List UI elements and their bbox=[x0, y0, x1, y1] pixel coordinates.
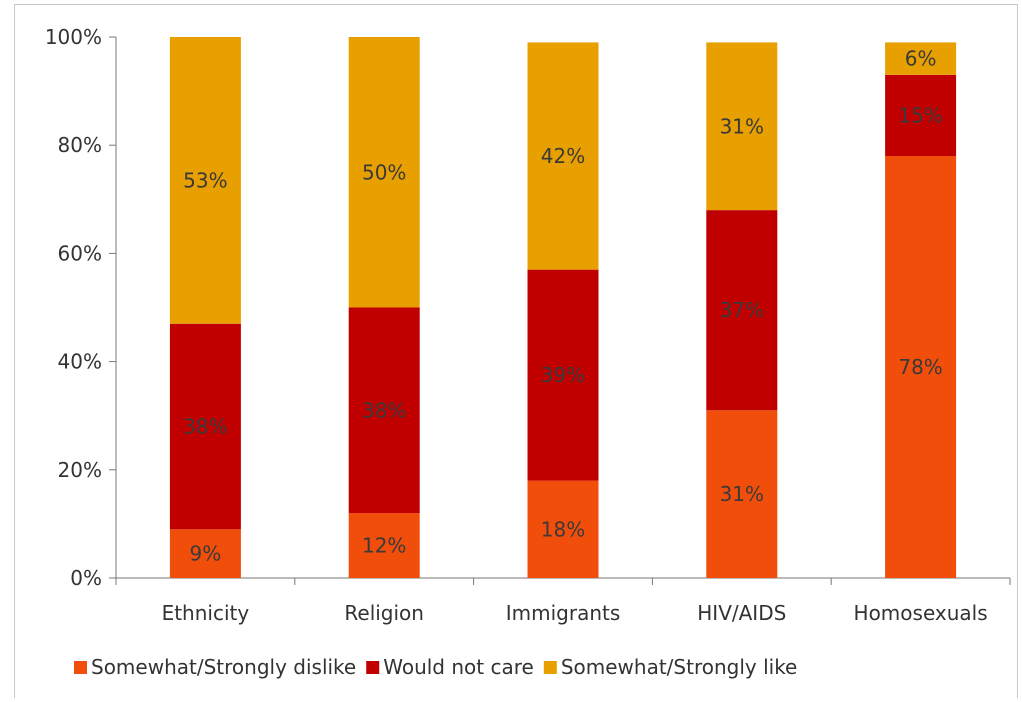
bar-segment bbox=[885, 156, 957, 578]
data-labels: 9% 38% 53% 12% 38% 50% 18% 39% 42% 31% 37% 31% 78% 15… bbox=[183, 47, 943, 566]
legend-swatch bbox=[74, 661, 87, 674]
legend-swatch bbox=[366, 661, 380, 674]
data-label: 37% bbox=[720, 298, 764, 322]
legend-label: Somewhat/Strongly dislike bbox=[91, 655, 356, 679]
bar-segment bbox=[348, 37, 420, 308]
data-label: 15% bbox=[898, 103, 942, 127]
chart-frame bbox=[14, 4, 1018, 698]
data-label: 42% bbox=[541, 144, 585, 168]
data-label: 53% bbox=[183, 168, 227, 192]
data-label: 31% bbox=[720, 114, 764, 138]
data-label: 38% bbox=[362, 398, 406, 422]
legend-label: Somewhat/Strongly like bbox=[561, 655, 798, 679]
data-label: 78% bbox=[898, 355, 942, 379]
x-tick-label: Ethnicity bbox=[162, 601, 250, 625]
legend: Somewhat/Strongly dislike Would not care S… bbox=[74, 655, 797, 679]
data-label: 38% bbox=[183, 415, 227, 439]
x-tick-label: Religion bbox=[344, 601, 424, 625]
bar-segment bbox=[885, 74, 957, 157]
bar-segment bbox=[348, 513, 420, 578]
bar-segment bbox=[706, 410, 778, 578]
legend-item: Somewhat/Strongly dislike bbox=[74, 655, 356, 679]
x-tick-label: Homosexuals bbox=[854, 601, 988, 625]
bar-segment bbox=[169, 323, 241, 530]
y-tick-label: 80% bbox=[58, 133, 102, 157]
axes: 0% 20% 40% 60% 80% 100% Ethnicity Religion Immig… bbox=[45, 25, 1011, 625]
x-tick-label: HIV/AIDS bbox=[697, 601, 786, 625]
y-tick-label: 20% bbox=[58, 458, 102, 482]
y-tick-label: 60% bbox=[58, 241, 102, 265]
data-label: 6% bbox=[905, 47, 937, 71]
legend-item: Somewhat/Strongly like bbox=[543, 655, 798, 679]
bar-segment bbox=[527, 269, 599, 481]
y-tick-label: 0% bbox=[70, 566, 102, 590]
bar-segment bbox=[169, 37, 241, 324]
data-label: 31% bbox=[720, 482, 764, 506]
legend-label: Would not care bbox=[383, 655, 534, 679]
y-tick-label: 100% bbox=[45, 25, 102, 49]
bar-segment bbox=[527, 42, 599, 270]
bar-segment bbox=[706, 42, 778, 211]
x-tick-label: Immigrants bbox=[506, 601, 621, 625]
data-label: 50% bbox=[362, 160, 406, 184]
bar-segment bbox=[169, 529, 241, 578]
bar-segment bbox=[527, 480, 599, 578]
y-tick-label: 40% bbox=[58, 350, 102, 374]
data-label: 18% bbox=[541, 517, 585, 541]
bar-segment bbox=[885, 42, 957, 75]
legend-item: Would not care bbox=[366, 655, 534, 679]
data-label: 12% bbox=[362, 534, 406, 558]
data-label: 9% bbox=[190, 542, 222, 566]
legend-swatch bbox=[543, 661, 557, 674]
data-label: 39% bbox=[541, 363, 585, 387]
bar-segment bbox=[348, 307, 420, 514]
bar-segment bbox=[706, 210, 778, 411]
bars bbox=[169, 37, 957, 578]
